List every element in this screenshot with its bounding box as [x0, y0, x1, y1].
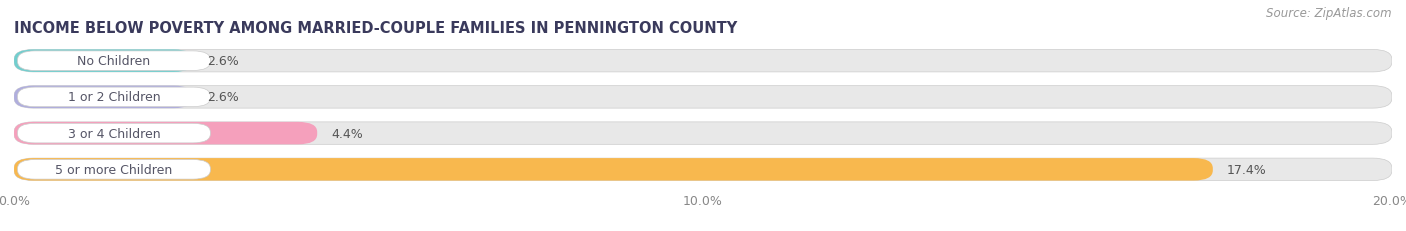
Text: 3 or 4 Children: 3 or 4 Children [67, 127, 160, 140]
Text: 17.4%: 17.4% [1226, 163, 1267, 176]
FancyBboxPatch shape [14, 122, 1392, 145]
FancyBboxPatch shape [17, 88, 211, 107]
FancyBboxPatch shape [17, 160, 211, 179]
Text: 2.6%: 2.6% [207, 91, 239, 104]
FancyBboxPatch shape [14, 122, 318, 145]
Text: Source: ZipAtlas.com: Source: ZipAtlas.com [1267, 7, 1392, 20]
Text: 1 or 2 Children: 1 or 2 Children [67, 91, 160, 104]
FancyBboxPatch shape [14, 50, 1392, 73]
FancyBboxPatch shape [17, 124, 211, 143]
FancyBboxPatch shape [14, 86, 193, 109]
FancyBboxPatch shape [14, 158, 1392, 181]
FancyBboxPatch shape [17, 52, 211, 71]
Text: 4.4%: 4.4% [330, 127, 363, 140]
FancyBboxPatch shape [14, 158, 1213, 181]
FancyBboxPatch shape [14, 50, 193, 73]
FancyBboxPatch shape [14, 86, 1392, 109]
Text: INCOME BELOW POVERTY AMONG MARRIED-COUPLE FAMILIES IN PENNINGTON COUNTY: INCOME BELOW POVERTY AMONG MARRIED-COUPL… [14, 21, 737, 36]
Text: 2.6%: 2.6% [207, 55, 239, 68]
Text: No Children: No Children [77, 55, 150, 68]
Text: 5 or more Children: 5 or more Children [55, 163, 173, 176]
